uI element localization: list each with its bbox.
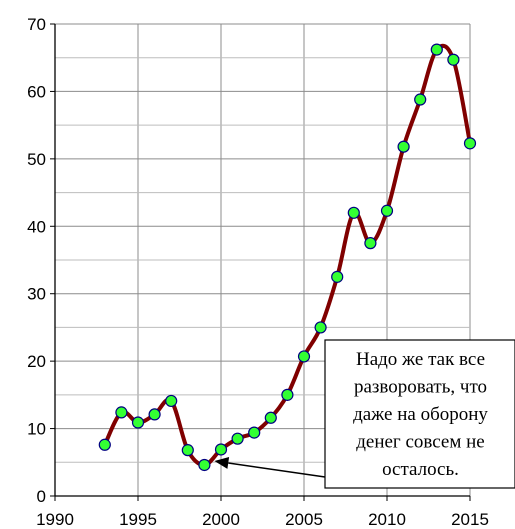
annotation-line: денег совсем не: [356, 432, 485, 453]
data-point: [331, 270, 344, 283]
data-point: [181, 444, 194, 457]
data-point: [364, 237, 377, 250]
data-points: [98, 43, 477, 472]
data-point: [380, 204, 394, 217]
data-point: [297, 350, 311, 363]
annotation-line: даже на оборону: [353, 404, 488, 425]
data-point: [430, 43, 443, 56]
data-point: [281, 388, 294, 401]
data-point: [115, 406, 128, 419]
data-point: [248, 426, 261, 439]
x-tick-label: 2000: [202, 510, 240, 529]
y-axis-ticks: 0 10 20 30 40 50 60 70: [27, 15, 55, 506]
data-point: [98, 438, 111, 451]
data-point: [198, 458, 211, 472]
annotation-line: осталось.: [382, 459, 459, 480]
x-tick-label: 2015: [451, 510, 489, 529]
y-tick-label: 30: [27, 285, 46, 304]
y-tick-label: 20: [27, 352, 46, 371]
y-tick-label: 50: [27, 150, 46, 169]
y-tick-label: 40: [27, 217, 46, 236]
data-point: [347, 206, 360, 219]
annotation-line: Надо же так все: [356, 349, 485, 370]
annotation-box: [324, 339, 515, 489]
data-point: [414, 93, 427, 106]
annotation-arrow-head: [214, 457, 230, 469]
x-tick-label: 2010: [368, 510, 406, 529]
grid: [54, 23, 471, 497]
annotation-callout: Надо же так все разворовать, что даже на о…: [214, 339, 515, 489]
x-tick-label: 2005: [285, 510, 323, 529]
data-point: [214, 443, 228, 456]
y-tick-label: 70: [27, 15, 46, 34]
annotation-line: разворовать, что: [354, 377, 487, 398]
y-tick-label: 0: [37, 487, 46, 506]
x-tick-label: 1990: [36, 510, 74, 529]
data-point: [148, 408, 161, 421]
x-tick-label: 1995: [119, 510, 157, 529]
data-point: [231, 432, 244, 445]
data-point: [447, 53, 460, 66]
data-point: [131, 416, 145, 429]
y-tick-label: 10: [27, 420, 46, 439]
data-point: [165, 394, 178, 408]
data-point: [314, 321, 327, 334]
y-tick-label: 60: [27, 82, 46, 101]
annotation-arrow-line: [228, 462, 326, 478]
x-axis-ticks: 1990 1995 2000 2005 2010 2015: [36, 496, 489, 529]
axes: [54, 24, 470, 497]
data-point: [264, 411, 277, 424]
data-point: [397, 140, 410, 153]
data-point: [463, 137, 477, 150]
